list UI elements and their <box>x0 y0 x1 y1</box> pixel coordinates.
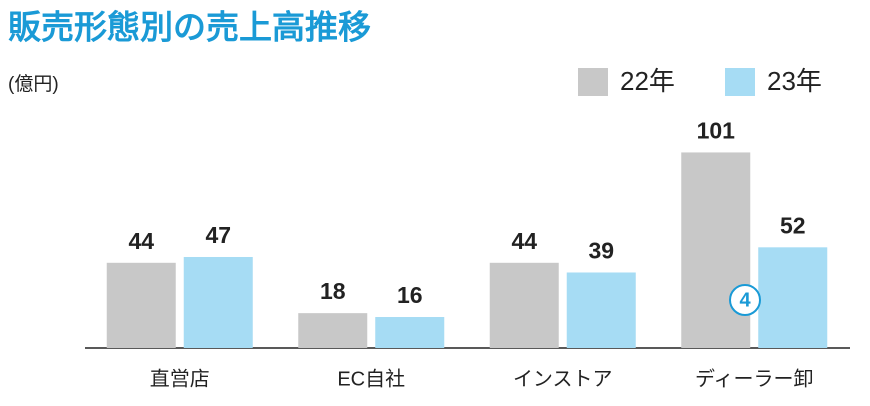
legend-swatch <box>578 68 608 96</box>
bar <box>489 262 559 348</box>
bar <box>106 262 176 348</box>
value-label: 52 <box>780 212 806 238</box>
chart-title: 販売形態別の売上高推移 <box>8 9 371 46</box>
value-label: 44 <box>128 228 154 254</box>
unit-label: (億円) <box>8 73 59 95</box>
bar <box>681 152 751 348</box>
annotation-circle <box>729 284 761 316</box>
bar <box>375 317 445 348</box>
annotation: 4 <box>739 289 751 311</box>
bar <box>183 256 253 348</box>
legend-swatch <box>725 68 755 96</box>
value-label: 47 <box>205 222 231 248</box>
x-tick-label: EC自社 <box>337 367 405 390</box>
legend-label: 23年 <box>767 66 822 96</box>
bar <box>566 272 636 348</box>
value-label: 18 <box>320 278 346 304</box>
x-tick-label: インストア <box>513 368 613 390</box>
x-tick-label: 直営店 <box>150 367 210 390</box>
value-label: 16 <box>397 282 423 308</box>
x-tick-label: ディーラー卸 <box>695 367 814 390</box>
bar <box>298 313 368 348</box>
legend-label: 22年 <box>620 66 675 96</box>
value-label: 101 <box>697 118 736 144</box>
value-label: 44 <box>511 228 537 254</box>
bar <box>758 247 828 348</box>
value-label: 39 <box>588 238 614 264</box>
